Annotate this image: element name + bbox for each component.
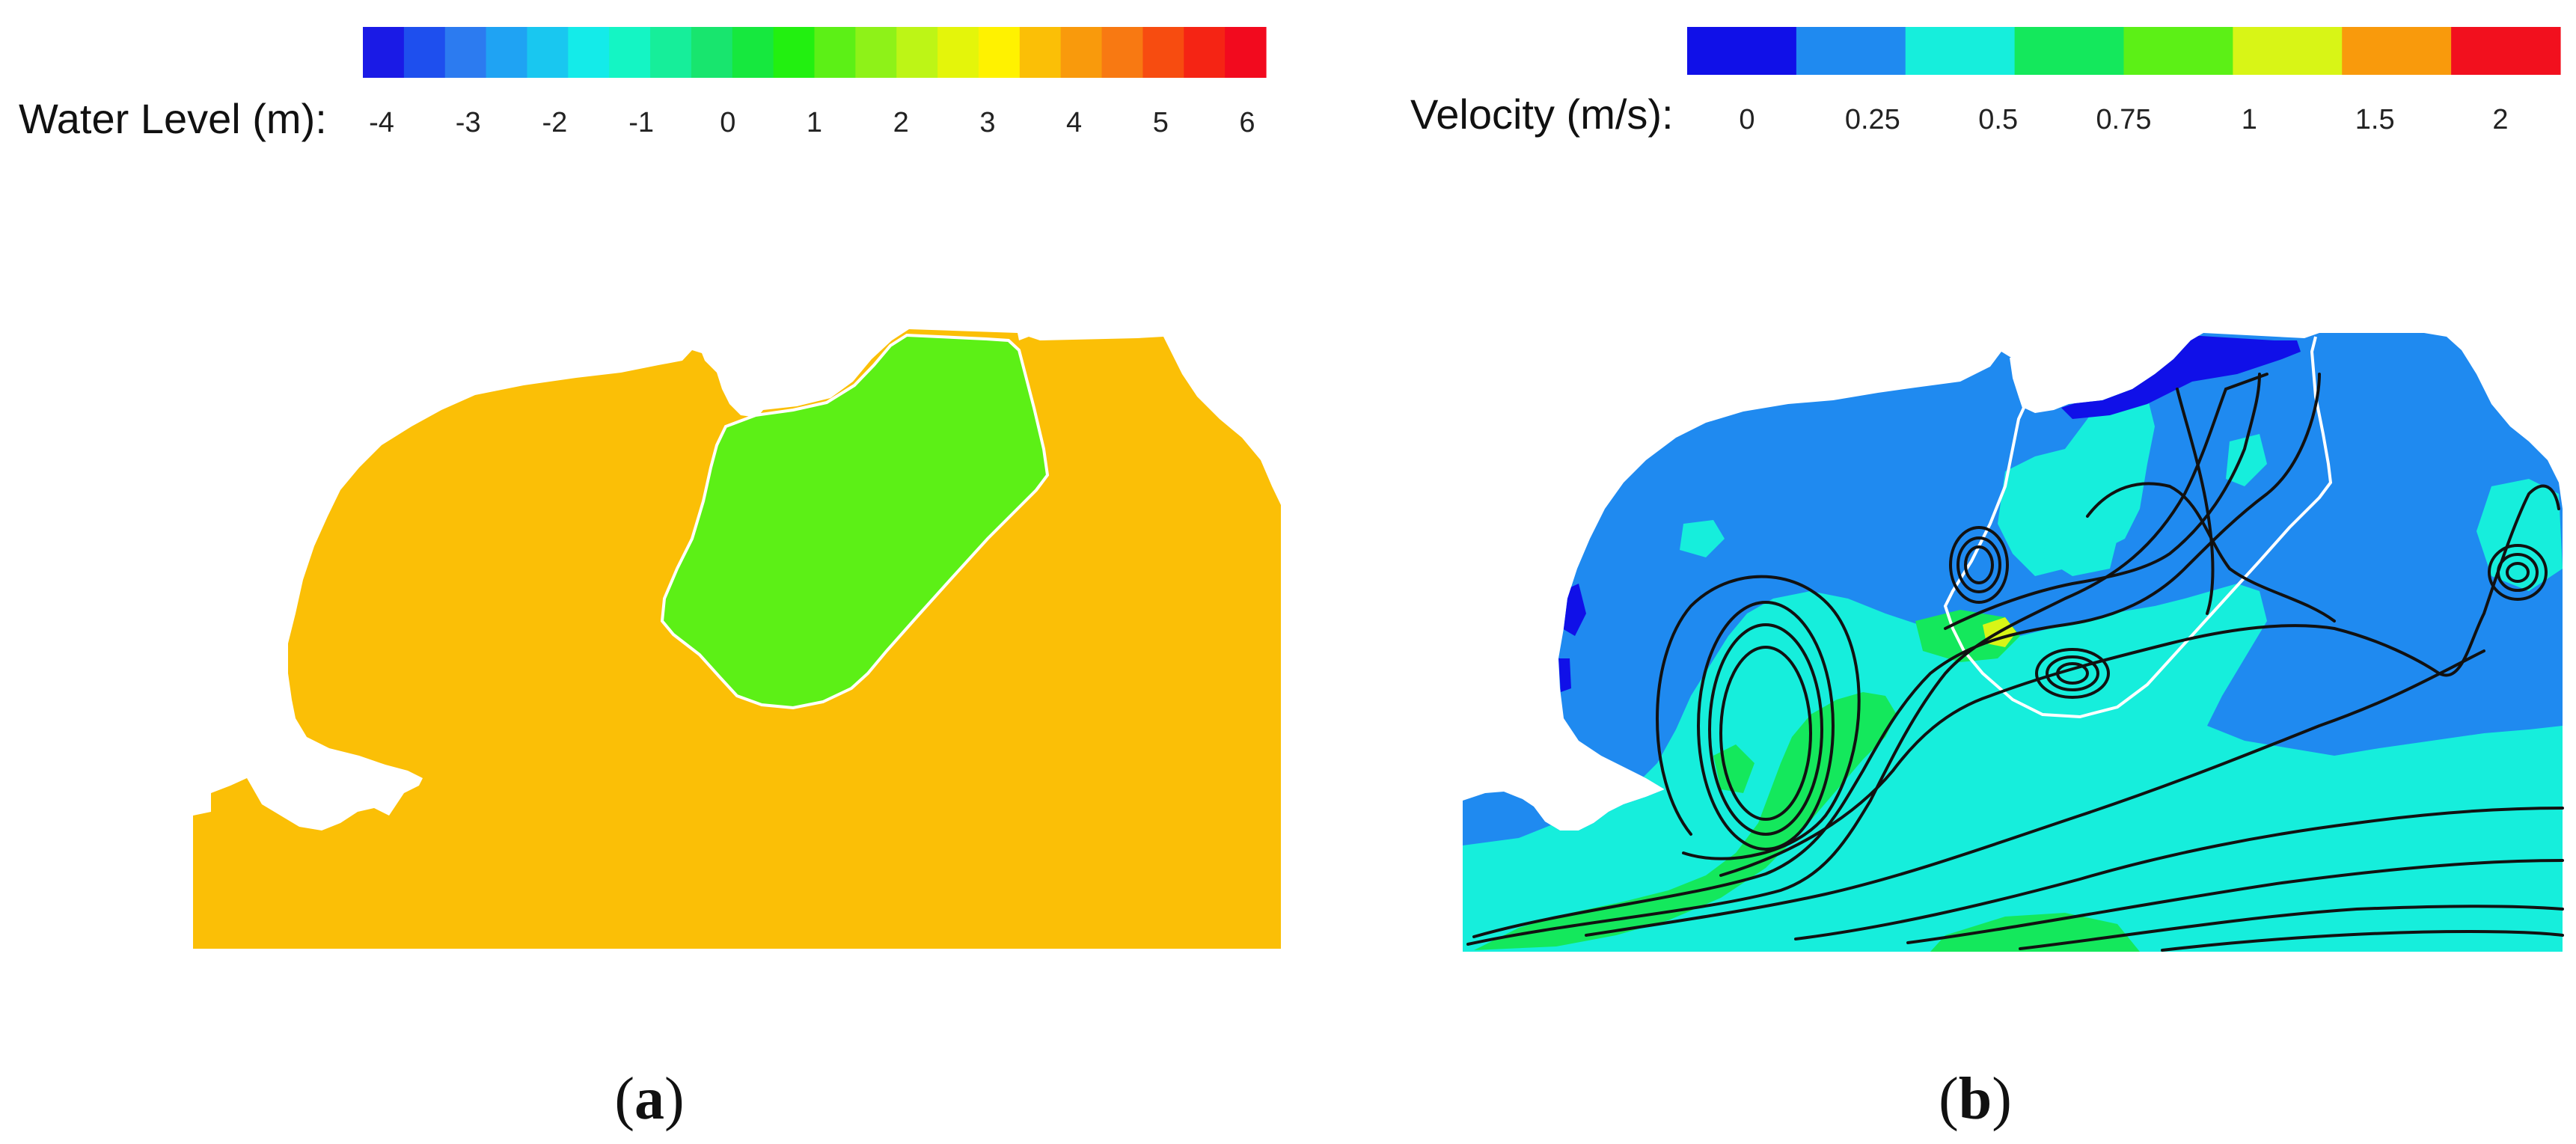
colorbar-tick-label: 0.5: [1978, 104, 2018, 135]
colorbar-swatch: [609, 27, 651, 78]
velocity-green-region: [1474, 692, 1897, 950]
streamline: [2019, 905, 2564, 950]
colorbar-swatch: [2123, 27, 2233, 75]
water-level-colorbar: [363, 27, 1267, 78]
streamline: [1944, 373, 2261, 630]
basin-outline: [1943, 336, 2333, 719]
streamline: [1466, 373, 2268, 946]
water-level-map: [193, 329, 1281, 949]
vortex-core: [2488, 544, 2548, 601]
colorbar-tick-label: 2: [893, 107, 909, 138]
colorbar-swatch: [855, 27, 897, 78]
colorbar-swatch: [773, 27, 816, 78]
colorbar-tick-label: -4: [369, 107, 394, 138]
streamline: [1906, 859, 2564, 944]
colorbar-swatch: [1687, 27, 1797, 75]
colorbar-swatch: [937, 27, 979, 78]
water-region-green: [660, 333, 1050, 710]
colorbar-swatch: [2451, 27, 2561, 75]
vortex-core: [2497, 553, 2539, 592]
velocity-cyan-region: [1998, 389, 2155, 576]
panel-a: Water Level (m): -4 -3 -2 -1 0 1 2 3 4 5 6 (a): [19, 27, 1281, 1132]
velocity-cyan-region: [2226, 434, 2267, 486]
streamline: [2086, 482, 2336, 623]
velocity-colorbar: [1687, 27, 2561, 75]
water-level-tick-labels: -4 -3 -2 -1 0 1 2 3 4 5 6: [369, 107, 1255, 138]
colorbar-tick-label: 1: [2242, 104, 2257, 135]
velocity-tick-labels: 0 0.25 0.5 0.75 1 1.5 2: [1739, 104, 2508, 135]
colorbar-swatch: [568, 27, 610, 78]
vortex-core: [1964, 545, 1994, 584]
streamline: [2176, 388, 2215, 615]
vortex-core: [2035, 648, 2110, 699]
panel-label-b: (b): [1939, 1066, 2012, 1132]
colorbar-swatch: [363, 27, 405, 78]
colorbar-tick-label: 3: [979, 107, 995, 138]
velocity-legend-title: Velocity (m/s):: [1410, 91, 1674, 138]
colorbar-tick-label: 1: [807, 107, 822, 138]
streamline: [1585, 649, 2485, 937]
vortex-core: [1957, 536, 2001, 593]
panel-b: Velocity (m/s): 0 0.25 0.5 0.75 1 1.5 2: [1410, 27, 2564, 1132]
colorbar-tick-label: 5: [1153, 107, 1169, 138]
colorbar-swatch: [896, 27, 938, 78]
colorbar-swatch: [1019, 27, 1062, 78]
streamline: [2161, 929, 2564, 952]
velocity-cyan-region: [2043, 516, 2117, 576]
colorbar-swatch: [1101, 27, 1144, 78]
water-level-legend: Water Level (m): -4 -3 -2 -1 0 1 2 3 4 5 6: [19, 27, 1267, 142]
colorbar-swatch: [486, 27, 528, 78]
colorbar-swatch: [1225, 27, 1267, 78]
water-level-legend-title: Water Level (m):: [19, 95, 327, 142]
colorbar-tick-label: -1: [628, 107, 654, 138]
colorbar-tick-label: 0: [720, 107, 735, 138]
colorbar-tick-label: 0: [1739, 104, 1754, 135]
streamline: [1794, 807, 2564, 940]
vortex-ring: [1719, 646, 1812, 821]
colorbar-tick-label: 6: [1239, 107, 1255, 138]
velocity-cyan-region: [1680, 520, 1725, 557]
colorbar-tick-label: 0.75: [2096, 104, 2152, 135]
vortex-core: [2046, 655, 2099, 691]
vortex-core: [1949, 526, 2009, 604]
vortex-ring: [1656, 575, 1861, 860]
colorbar-swatch: [732, 27, 774, 78]
colorbar-tick-label: 4: [1066, 107, 1082, 138]
colorbar-swatch: [691, 27, 733, 78]
colorbar-swatch: [444, 27, 487, 78]
colorbar-tick-label: -2: [542, 107, 568, 138]
streamline: [1472, 373, 2321, 938]
colorbar-swatch: [1060, 27, 1103, 78]
vortex-ring: [1708, 623, 1823, 836]
colorbar-tick-label: -3: [456, 107, 481, 138]
vortex-core: [2056, 662, 2089, 685]
colorbar-swatch: [1796, 27, 1906, 75]
colorbar-swatch: [1184, 27, 1226, 78]
colorbar-swatch: [650, 27, 692, 78]
panel-label-a: (a): [614, 1066, 684, 1132]
colorbar-tick-label: 0.25: [1845, 104, 1900, 135]
vortex-ring: [1697, 601, 1835, 851]
colorbar-swatch: [2342, 27, 2452, 75]
colorbar-tick-label: 1.5: [2355, 104, 2395, 135]
colorbar-swatch: [1142, 27, 1184, 78]
velocity-map: [1463, 333, 2564, 952]
colorbar-swatch: [2233, 27, 2343, 75]
streamlines: [1466, 373, 2564, 952]
colorbar-swatch: [814, 27, 856, 78]
velocity-stagnant-region: [1562, 584, 1586, 636]
velocity-stagnant-region: [1558, 658, 1571, 692]
colorbar-swatch: [403, 27, 446, 78]
colorbar-swatch: [978, 27, 1021, 78]
velocity-green-region: [1930, 913, 2140, 952]
velocity-legend: Velocity (m/s): 0 0.25 0.5 0.75 1 1.5 2: [1410, 27, 2561, 138]
velocity-cyan-region: [2476, 479, 2563, 591]
vortex-core: [2506, 562, 2530, 583]
colorbar-swatch: [2014, 27, 2125, 75]
colorbar-tick-label: 2: [2492, 104, 2508, 135]
colorbar-swatch: [527, 27, 569, 78]
colorbar-swatch: [1905, 27, 2016, 75]
velocity-stagnant-region: [2061, 335, 2301, 419]
